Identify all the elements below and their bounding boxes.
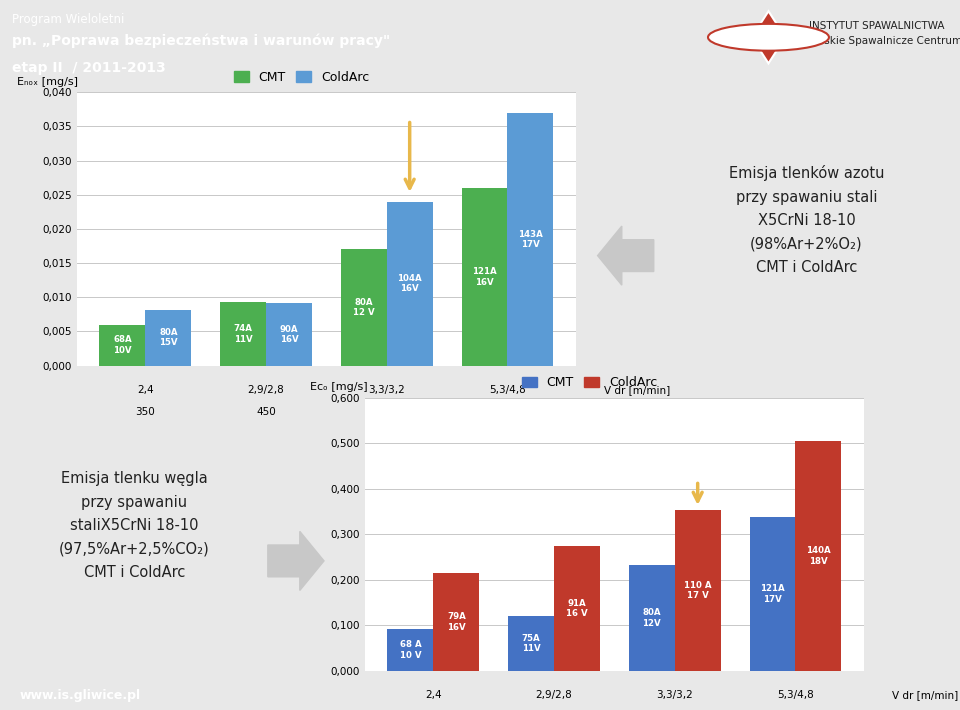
Legend: CMT, ColdArc: CMT, ColdArc <box>228 66 374 89</box>
Text: 143A
17V: 143A 17V <box>518 229 542 249</box>
Text: 104A
16V: 104A 16V <box>397 274 422 293</box>
Text: 90A
16V: 90A 16V <box>279 325 299 344</box>
Text: 80A
12 V: 80A 12 V <box>353 298 374 317</box>
Text: 80A
15V: 80A 15V <box>159 328 178 347</box>
Text: Eᴄₒ [mg/s]: Eᴄₒ [mg/s] <box>310 382 368 392</box>
Text: 5,3/4,8: 5,3/4,8 <box>777 690 814 700</box>
Text: 75A
11V: 75A 11V <box>522 634 540 653</box>
Bar <box>220 302 266 366</box>
Bar <box>145 310 191 366</box>
Text: 79A
16V: 79A 16V <box>447 612 466 632</box>
Bar <box>266 303 312 366</box>
Text: INSTYTUT SPAWALNICTWA
Polskie Spawalnicze Centrum Doskonałości: INSTYTUT SPAWALNICTWA Polskie Spawalnicz… <box>808 21 960 46</box>
Text: etap II  / 2011-2013: etap II / 2011-2013 <box>12 61 166 75</box>
Bar <box>508 113 553 366</box>
Text: 2,9/2,8: 2,9/2,8 <box>536 690 572 700</box>
Bar <box>554 546 600 671</box>
FancyArrow shape <box>597 226 654 285</box>
Text: 91A
16 V: 91A 16 V <box>566 599 588 618</box>
Text: 2,4: 2,4 <box>137 385 154 395</box>
Text: Eₙₒₓ [mg/s]: Eₙₒₓ [mg/s] <box>17 77 78 87</box>
Text: 121A
16V: 121A 16V <box>472 267 497 287</box>
Bar <box>629 565 675 671</box>
Legend: CMT, ColdArc: CMT, ColdArc <box>516 371 662 394</box>
Bar <box>750 517 796 671</box>
Bar <box>462 188 508 366</box>
Text: 110 A
17 V: 110 A 17 V <box>684 581 711 600</box>
Text: 74A
11V: 74A 11V <box>233 324 252 344</box>
Bar <box>675 510 721 671</box>
Text: 5,3/4,8: 5,3/4,8 <box>489 385 526 395</box>
Text: 580: 580 <box>377 407 396 417</box>
Text: 121A
17V: 121A 17V <box>760 584 785 604</box>
Text: Program Wieloletni: Program Wieloletni <box>12 13 125 26</box>
Text: 2,4: 2,4 <box>425 690 442 700</box>
Text: 2,9/2,8: 2,9/2,8 <box>248 385 284 395</box>
Text: V sp [mm/min]: V sp [mm/min] <box>604 407 682 417</box>
Bar <box>387 202 433 366</box>
Text: 68 A
10 V: 68 A 10 V <box>399 640 421 660</box>
Text: 3,3/3,2: 3,3/3,2 <box>369 385 405 395</box>
Bar <box>388 629 433 671</box>
Text: pn. „Poprawa bezpieczeństwa i warunów pracy": pn. „Poprawa bezpieczeństwa i warunów pr… <box>12 33 391 48</box>
Bar <box>796 442 841 671</box>
FancyArrow shape <box>268 531 324 591</box>
Polygon shape <box>752 11 785 63</box>
Text: www.is.gliwice.pl: www.is.gliwice.pl <box>19 689 140 701</box>
Text: 68A
10V: 68A 10V <box>113 335 132 355</box>
Text: 450: 450 <box>256 407 276 417</box>
Text: 950: 950 <box>497 407 517 417</box>
Bar <box>433 573 479 671</box>
Bar <box>341 249 387 366</box>
Text: Emisja tlenku węgla
przy spawaniu
staliX5CrNi 18-10
(97,5%Ar+2,5%CO₂)
CMT i Cold: Emisja tlenku węgla przy spawaniu staliX… <box>59 471 210 579</box>
Text: 140A
18V: 140A 18V <box>806 547 830 566</box>
Text: V dr [m/min]: V dr [m/min] <box>604 385 670 395</box>
Text: V dr [m/min]: V dr [m/min] <box>892 690 958 700</box>
Bar <box>508 616 554 671</box>
Text: 350: 350 <box>135 407 156 417</box>
Bar <box>100 324 145 366</box>
Text: 80A
12V: 80A 12V <box>642 608 661 628</box>
Text: Emisja tlenków azotu
przy spawaniu stali
X5CrNi 18-10
(98%Ar+2%O₂)
CMT i ColdArc: Emisja tlenków azotu przy spawaniu stali… <box>729 165 884 275</box>
Circle shape <box>708 24 829 50</box>
Text: 3,3/3,2: 3,3/3,2 <box>657 690 693 700</box>
